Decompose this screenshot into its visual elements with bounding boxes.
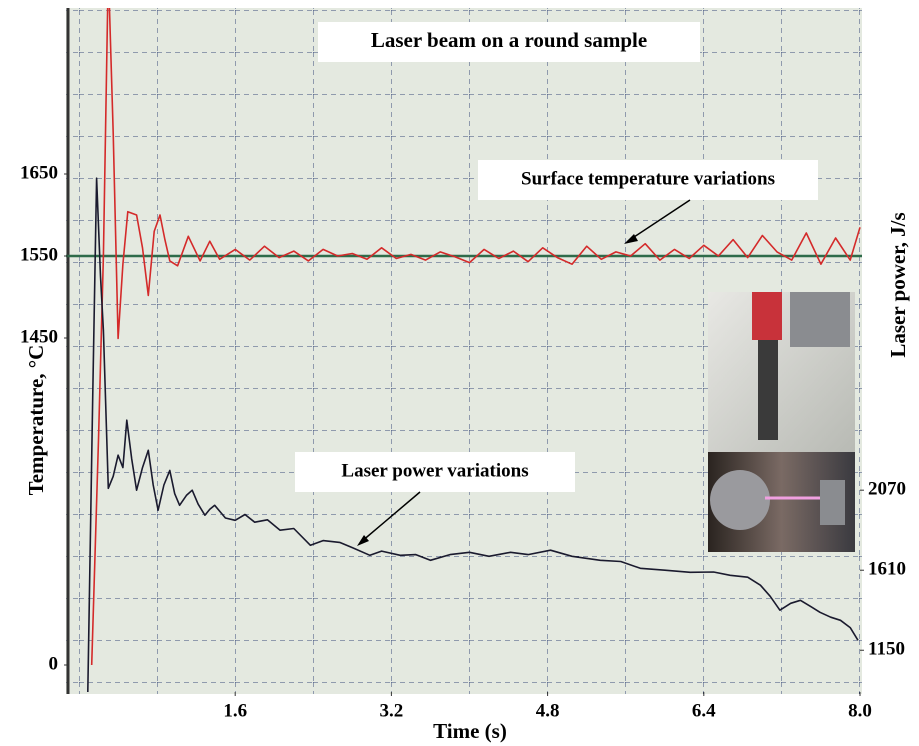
chart-title: Laser beam on a round sample [371, 28, 647, 52]
series-line [90, 8, 861, 666]
arrow-head [357, 535, 369, 546]
y-tick-label: 0 [49, 653, 59, 674]
x-tick-label: 8.0 [848, 700, 872, 721]
y2-tick-label: 1150 [868, 639, 905, 660]
y2-tick-label: 1610 [868, 559, 906, 580]
annotation-box [478, 160, 818, 200]
annotation-arrow [360, 491, 421, 543]
annotation-box [295, 452, 575, 492]
x-tick-label: 3.2 [380, 700, 404, 721]
y-axis-label: Temperature, °C [24, 345, 48, 496]
title-box [318, 22, 700, 62]
x-axis-label: Time (s) [433, 719, 507, 743]
arrow-head [624, 234, 638, 244]
annotation-arrow [627, 199, 691, 242]
y-tick-label: 1450 [20, 326, 58, 347]
plot-area [66, 8, 862, 693]
annotation: Laser power variations [341, 460, 528, 481]
x-tick-label: 1.6 [223, 700, 247, 721]
y-tick-label: 1550 [20, 244, 58, 265]
annotation: Surface temperature variations [521, 168, 775, 189]
y2-tick-label: 2070 [868, 479, 906, 500]
x-tick-label: 4.8 [536, 700, 560, 721]
series-line [87, 177, 859, 693]
inset-photos [708, 292, 855, 552]
y-tick-label: 1650 [20, 162, 58, 183]
y2-axis-label: Laser power, J/s [886, 212, 910, 357]
x-tick-label: 6.4 [692, 700, 716, 721]
